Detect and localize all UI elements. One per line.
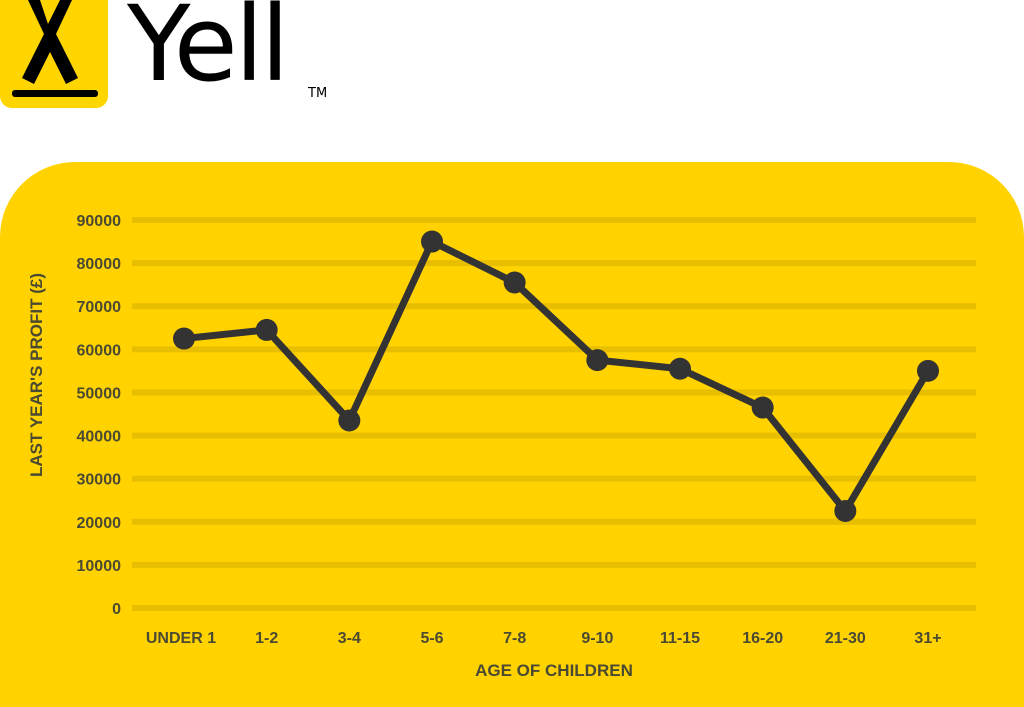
y-tick-label: 80000 xyxy=(77,256,122,273)
data-point xyxy=(917,359,939,382)
y-tick-label: 90000 xyxy=(77,213,122,230)
gridlines xyxy=(132,217,976,611)
x-tick-label: 5-6 xyxy=(420,630,443,647)
x-axis-title: AGE OF CHILDREN xyxy=(475,661,633,680)
gridline xyxy=(132,303,976,310)
x-tick-label: 9-10 xyxy=(581,630,613,647)
series-line xyxy=(180,238,932,515)
x-tick-label: 1-2 xyxy=(255,630,278,647)
gridline xyxy=(132,432,976,439)
x-tick-label: 16-20 xyxy=(742,630,783,647)
gridline xyxy=(132,518,976,525)
chart-panel: 0 10000 20000 30000 40000 50000 60000 70000 8000… xyxy=(0,162,1024,707)
data-point xyxy=(669,357,691,380)
y-tick-label: 40000 xyxy=(77,429,122,446)
gridline xyxy=(132,260,976,267)
gridline xyxy=(132,605,976,611)
walking-fingers-icon xyxy=(0,0,108,108)
logo-wordmark: Yell xyxy=(127,0,289,105)
x-tick-label: 21-30 xyxy=(825,630,866,647)
gridline xyxy=(132,475,976,482)
x-tick-label: 11-15 xyxy=(660,630,700,647)
x-tick-label: 31+ xyxy=(914,630,941,647)
data-point xyxy=(173,327,195,350)
y-tick-label: 0 xyxy=(112,601,121,618)
gridline xyxy=(132,346,976,353)
gridline xyxy=(132,389,976,396)
yell-logo[interactable]: Yell TM xyxy=(0,0,340,110)
walking-fingers-glyph xyxy=(12,0,98,97)
data-point xyxy=(751,396,774,419)
x-axis-ticks: UNDER 1 1-2 3-4 5-6 7-8 9-10 11-15 16-20 21-30 31… xyxy=(146,630,942,647)
y-tick-label: 10000 xyxy=(77,558,122,575)
data-points xyxy=(173,230,939,522)
data-point xyxy=(503,271,526,294)
y-tick-label: 60000 xyxy=(77,342,122,359)
x-tick-label: UNDER 1 xyxy=(146,630,216,647)
trademark-symbol: TM xyxy=(308,86,328,101)
y-tick-label: 70000 xyxy=(77,299,122,316)
profit-line-chart: 0 10000 20000 30000 40000 50000 60000 70000 8000… xyxy=(27,213,976,680)
gridline xyxy=(132,217,976,223)
y-tick-label: 50000 xyxy=(77,385,122,402)
y-tick-label: 20000 xyxy=(77,515,122,532)
data-point xyxy=(834,500,857,522)
y-tick-label: 30000 xyxy=(77,472,122,489)
x-tick-label: 7-8 xyxy=(503,630,526,647)
data-point xyxy=(586,349,609,372)
x-tick-label: 3-4 xyxy=(338,630,361,647)
gridline xyxy=(132,561,976,568)
data-point xyxy=(338,409,361,432)
y-axis-ticks: 0 10000 20000 30000 40000 50000 60000 70000 8000… xyxy=(77,213,122,618)
data-point xyxy=(421,230,443,253)
data-point xyxy=(255,318,278,341)
y-axis-title: LAST YEAR'S PROFIT (£) xyxy=(27,273,46,477)
